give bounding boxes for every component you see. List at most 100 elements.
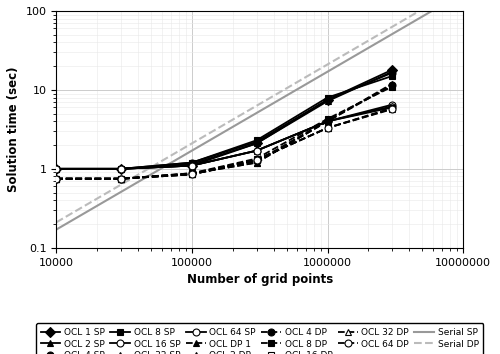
OCL DP 1 [53, 177, 59, 181]
OCL 8 SP [254, 138, 260, 142]
X-axis label: Number of grid points: Number of grid points [186, 273, 333, 286]
OCL 2 SP [324, 99, 330, 103]
OCL 16 DP [254, 158, 260, 162]
Line: OCL 4 SP: OCL 4 SP [53, 69, 396, 172]
OCL 32 SP [389, 104, 395, 108]
OCL 16 SP [389, 103, 395, 107]
OCL 1 SP [254, 141, 260, 145]
OCL 1 SP [389, 68, 395, 72]
OCL 8 DP [189, 171, 195, 175]
OCL 1 SP [118, 167, 124, 171]
OCL 2 DP [118, 177, 124, 181]
OCL DP 1 [254, 160, 260, 165]
OCL DP 1 [389, 81, 395, 86]
OCL 64 DP [118, 177, 124, 181]
Line: OCL 32 DP: OCL 32 DP [53, 105, 396, 182]
OCL 4 DP [53, 177, 59, 181]
OCL DP 1 [324, 119, 330, 124]
OCL 32 DP [324, 126, 330, 130]
Line: OCL 4 DP: OCL 4 DP [53, 82, 396, 182]
OCL 32 SP [324, 119, 330, 124]
OCL 64 SP [53, 167, 59, 171]
OCL 2 SP [389, 70, 395, 74]
OCL DP 1 [118, 177, 124, 181]
OCL 8 DP [254, 156, 260, 161]
OCL DP 1 [189, 171, 195, 176]
OCL 16 DP [189, 172, 195, 177]
OCL 2 DP [324, 119, 330, 124]
Line: OCL 32 SP: OCL 32 SP [53, 103, 396, 172]
OCL 32 DP [189, 172, 195, 177]
OCL 4 SP [118, 167, 124, 171]
OCL 4 SP [189, 160, 195, 165]
Line: OCL 2 DP: OCL 2 DP [53, 82, 396, 182]
OCL 16 DP [389, 106, 395, 110]
OCL 32 SP [254, 149, 260, 153]
OCL 64 SP [254, 149, 260, 153]
OCL 64 DP [189, 172, 195, 177]
OCL 8 SP [53, 167, 59, 171]
OCL 4 SP [53, 167, 59, 171]
OCL 4 SP [389, 70, 395, 75]
OCL 1 SP [189, 164, 195, 168]
OCL 16 DP [118, 177, 124, 181]
OCL 16 SP [324, 119, 330, 124]
Line: OCL 8 DP: OCL 8 DP [53, 83, 396, 182]
OCL 64 SP [189, 164, 195, 168]
OCL 8 SP [389, 74, 395, 78]
OCL 8 DP [324, 117, 330, 121]
OCL 16 SP [118, 167, 124, 171]
OCL 4 DP [389, 83, 395, 87]
OCL 1 SP [324, 98, 330, 102]
Line: OCL 16 DP: OCL 16 DP [53, 104, 396, 182]
OCL 8 SP [189, 160, 195, 165]
OCL 2 DP [53, 177, 59, 181]
OCL 8 SP [118, 167, 124, 171]
Line: OCL 64 DP: OCL 64 DP [53, 106, 396, 182]
OCL 2 SP [254, 141, 260, 145]
OCL 64 SP [118, 167, 124, 171]
Line: OCL 64 SP: OCL 64 SP [53, 104, 396, 172]
OCL 4 DP [324, 118, 330, 122]
OCL 16 SP [53, 167, 59, 171]
OCL 2 DP [254, 160, 260, 165]
OCL 64 DP [324, 126, 330, 130]
OCL 4 SP [254, 140, 260, 144]
OCL 2 SP [189, 162, 195, 166]
OCL 32 SP [118, 167, 124, 171]
Line: OCL 2 SP: OCL 2 SP [53, 68, 396, 172]
OCL 16 DP [53, 177, 59, 181]
OCL 4 DP [118, 177, 124, 181]
OCL 4 DP [189, 171, 195, 175]
OCL 4 DP [254, 159, 260, 163]
OCL 4 SP [324, 98, 330, 102]
OCL 64 DP [53, 177, 59, 181]
Line: OCL DP 1: OCL DP 1 [53, 80, 396, 182]
Legend: OCL 1 SP, OCL 2 SP, OCL 4 SP, OCL 8 SP, OCL 16 SP, OCL 32 SP, OCL 64 SP, OCL DP : OCL 1 SP, OCL 2 SP, OCL 4 SP, OCL 8 SP, … [36, 323, 484, 354]
OCL 64 DP [389, 107, 395, 111]
Line: OCL 16 SP: OCL 16 SP [53, 101, 396, 172]
OCL 1 SP [53, 167, 59, 171]
OCL 2 DP [389, 83, 395, 87]
OCL 8 DP [118, 177, 124, 181]
OCL 16 SP [189, 164, 195, 168]
OCL 64 DP [254, 158, 260, 162]
OCL 2 SP [53, 167, 59, 171]
OCL 8 SP [324, 96, 330, 100]
OCL 32 SP [189, 164, 195, 168]
Line: OCL 8 SP: OCL 8 SP [53, 73, 396, 172]
Line: OCL 1 SP: OCL 1 SP [53, 66, 396, 172]
OCL 16 SP [254, 149, 260, 153]
Y-axis label: Solution time (sec): Solution time (sec) [7, 67, 20, 192]
OCL 64 SP [389, 105, 395, 109]
OCL 8 DP [53, 177, 59, 181]
OCL 32 DP [118, 177, 124, 181]
OCL 32 DP [254, 158, 260, 162]
OCL 2 SP [118, 167, 124, 171]
OCL 32 SP [53, 167, 59, 171]
OCL 2 DP [189, 171, 195, 176]
OCL 64 SP [324, 119, 330, 124]
OCL 16 DP [324, 126, 330, 130]
OCL 32 DP [389, 107, 395, 111]
OCL 32 DP [53, 177, 59, 181]
